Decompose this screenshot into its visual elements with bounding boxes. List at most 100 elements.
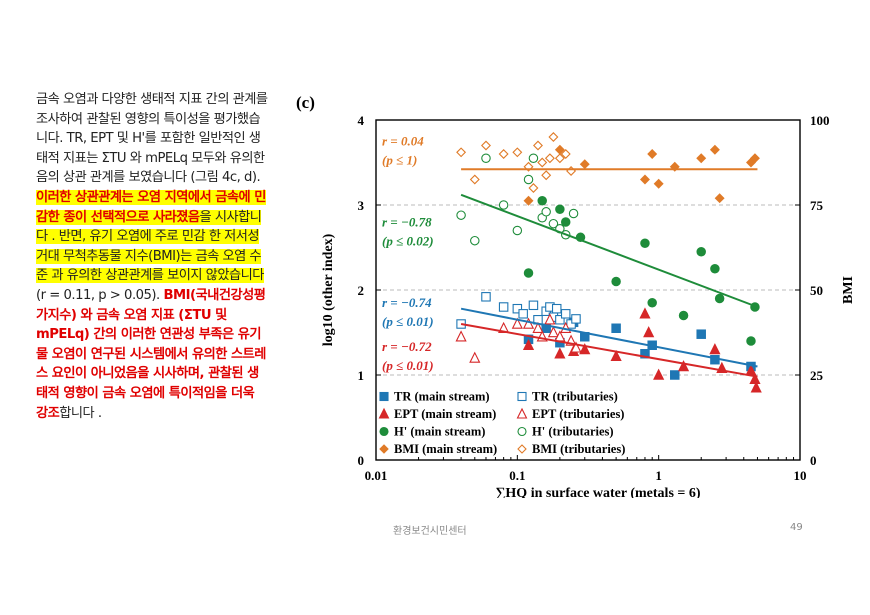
x-tick-label: 10 [794, 468, 807, 483]
y-tick-label: 2 [358, 283, 365, 298]
data-point-ept [547, 326, 560, 338]
legend-marker-h [379, 426, 389, 437]
x-tick-label: 1 [655, 468, 662, 483]
data-point-bmi [533, 140, 543, 151]
legend-marker-bmi [517, 444, 527, 454]
legend-label: TR (main stream) [394, 390, 490, 404]
data-point-tr [551, 303, 562, 314]
data-point-bmi [647, 149, 658, 159]
annotation-p-bmi: (p ≤ 1) [382, 153, 417, 168]
data-point-ept [522, 338, 535, 351]
data-point-bmi [481, 140, 491, 151]
data-point-h [470, 235, 480, 246]
data-point-h [714, 293, 725, 304]
y-right-tick-label: 25 [810, 368, 824, 383]
annotation-r-bmi: r = 0.04 [382, 134, 424, 149]
annotation-p-ept: (p ≤ 0.01) [382, 358, 434, 373]
data-point-ept [532, 321, 544, 333]
legend-marker-ept [516, 407, 528, 419]
annotation-p-h: (p ≤ 0.02) [382, 233, 434, 248]
body-text: 금속 오염과 다양한 생태적 지표 간의 관계를 조사하여 관찰된 영향의 특이… [36, 90, 268, 423]
y-tick-label: 1 [358, 368, 365, 383]
text-ending: 합니다 . [59, 405, 102, 421]
data-point-ept [544, 313, 556, 325]
data-point-ept [653, 368, 665, 380]
data-point-h [523, 268, 534, 278]
legend-label: BMI (main stream) [394, 442, 497, 456]
data-point-h [537, 196, 547, 206]
annotation-r-ept: r = −0.72 [382, 339, 432, 354]
data-point-ept [749, 372, 761, 385]
x-tick-label: 0.1 [509, 468, 525, 483]
data-point-ept [455, 330, 467, 342]
data-point-h [568, 208, 579, 219]
data-point-bmi [749, 153, 760, 164]
data-point-bmi [537, 157, 548, 168]
data-point-tr [640, 348, 650, 359]
data-point-bmi [544, 153, 555, 164]
data-point-h [746, 336, 756, 346]
data-point-bmi [554, 153, 565, 164]
data-point-ept [750, 381, 762, 393]
footer-org: 환경보건시민센터 [393, 526, 467, 537]
x-tick-label: 0.01 [365, 468, 388, 483]
data-point-tr [555, 315, 565, 325]
y-right-tick-label: 75 [810, 198, 824, 213]
y-right-tick-label: 0 [810, 453, 817, 468]
y-right-axis-label: BMI [841, 276, 856, 304]
data-point-bmi [498, 149, 509, 159]
fit-line-h [460, 193, 758, 308]
data-point-ept [639, 307, 651, 319]
data-point-ept [677, 360, 690, 372]
legend-marker-tr [517, 391, 527, 402]
data-point-h [640, 238, 650, 249]
data-point-tr [518, 309, 528, 319]
legend-label: BMI (tributaries) [532, 442, 625, 456]
data-point-ept [469, 351, 481, 363]
legend-label: TR (tributaries) [532, 390, 618, 404]
data-point-h [647, 298, 657, 308]
data-point-h [456, 210, 466, 220]
data-point-bmi [512, 147, 523, 158]
data-point-h [481, 153, 491, 164]
data-point-h [555, 204, 565, 215]
data-point-ept [709, 343, 721, 355]
data-point-tr [528, 300, 539, 311]
legend-label: H' (tributaries) [532, 425, 614, 439]
text-intro: 금속 오염과 다양한 생태적 지표 간의 관계를 조사하여 관찰된 영향의 특이… [36, 92, 268, 186]
y-right-tick-label: 50 [810, 283, 823, 298]
data-point-tr [571, 314, 581, 324]
red-emphasis-text: BMI(국내건강성평가지수) 와 금속 오염 지표 (ΣTU 및 mPELq) … [36, 287, 266, 421]
data-point-bmi [696, 153, 707, 164]
data-point-tr [566, 319, 576, 329]
data-point-h [523, 174, 534, 185]
annotation-p-tr: (p ≤ 0.01) [382, 314, 434, 329]
data-point-tr [481, 292, 491, 302]
x-axis-label: ∑HQ in surface water (metals = 6) [495, 486, 700, 498]
data-point-h [678, 310, 689, 321]
data-point-tr [560, 309, 571, 319]
data-point-bmi [523, 195, 534, 206]
data-point-ept [643, 326, 655, 338]
data-point-h [541, 207, 551, 217]
data-point-ept [570, 341, 582, 353]
data-point-bmi [548, 132, 559, 142]
data-point-bmi [456, 147, 467, 158]
data-point-h [528, 153, 539, 164]
data-point-bmi [528, 183, 539, 193]
fit-line-ept [460, 323, 758, 378]
data-point-ept [554, 347, 566, 359]
data-point-bmi [653, 178, 664, 189]
data-point-tr [670, 370, 680, 380]
y-axis-label: log10 (other index) [321, 233, 336, 346]
chart-figure: (c) 0 1 2 3 4 0 25 50 75 100 0.01 0.1 1 10 ∑HQ in surfa… [290, 88, 870, 501]
legend-marker-ept [378, 407, 390, 419]
data-point-bmi [639, 174, 650, 185]
y-tick-label: 0 [358, 453, 365, 468]
data-point-ept [522, 317, 535, 329]
legend-label: H' (main stream) [394, 425, 485, 439]
data-point-h [512, 225, 523, 236]
data-point-h [548, 218, 559, 229]
data-point-ept [511, 317, 523, 329]
chart-svg: (c) 0 1 2 3 4 0 25 50 75 100 0.01 0.1 1 10 ∑HQ in surfa… [296, 93, 856, 501]
